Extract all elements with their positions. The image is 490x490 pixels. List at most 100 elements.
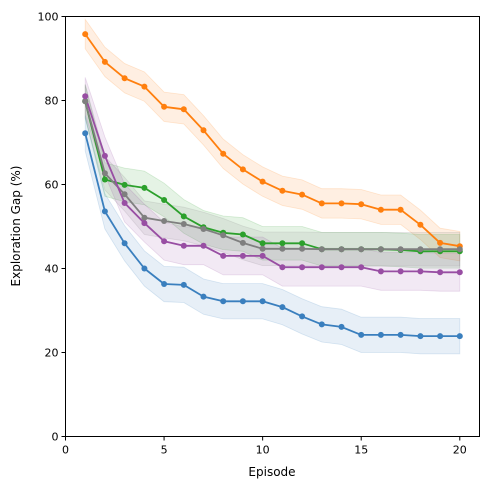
data-point [82, 98, 89, 105]
data-point [417, 246, 424, 253]
data-point [82, 93, 89, 100]
data-point [220, 298, 227, 305]
data-point [456, 269, 463, 276]
data-point [358, 246, 365, 253]
confidence-band-1 [84, 18, 461, 262]
series-lines [84, 33, 460, 338]
series-line-1 [84, 33, 460, 248]
data-point [377, 268, 384, 275]
data-point [161, 238, 168, 245]
data-point [161, 281, 168, 287]
data-point [259, 178, 266, 185]
data-point [299, 245, 306, 252]
data-point [200, 293, 207, 300]
confidence-band-5 [84, 115, 461, 355]
data-point [338, 246, 345, 253]
data-point [279, 240, 286, 247]
data-point [220, 232, 227, 239]
data-point [318, 264, 325, 271]
data-point [101, 58, 108, 65]
data-point [358, 264, 365, 271]
data-point [279, 245, 286, 252]
data-point [180, 242, 187, 249]
data-point [417, 333, 424, 340]
data-point [101, 152, 108, 159]
y-tick-label: 20 [45, 347, 59, 360]
y-tick-label: 40 [45, 263, 59, 276]
data-point [141, 184, 148, 191]
data-points [82, 31, 463, 340]
data-point [417, 221, 424, 228]
data-point [377, 206, 384, 213]
data-point [141, 265, 148, 272]
data-point [377, 331, 384, 338]
data-point [259, 245, 266, 252]
data-point [456, 246, 463, 253]
data-point [318, 200, 325, 207]
data-point [299, 264, 306, 271]
data-point [101, 176, 108, 183]
data-point [180, 281, 187, 288]
data-point [437, 246, 444, 253]
data-point [417, 268, 424, 275]
data-point [180, 106, 187, 113]
data-point [437, 269, 444, 276]
data-point [82, 130, 89, 137]
data-point [141, 83, 148, 90]
data-point [121, 240, 128, 247]
data-point [161, 197, 168, 203]
data-point [141, 214, 148, 221]
data-point [299, 313, 306, 320]
data-point [299, 240, 306, 247]
data-point [121, 200, 128, 206]
data-point [437, 239, 444, 246]
data-point [141, 220, 148, 227]
data-point [161, 218, 168, 224]
data-point [121, 75, 128, 82]
data-point [279, 264, 286, 271]
data-point [456, 333, 463, 340]
series-line-3 [84, 101, 460, 251]
x-tick-label: 0 [62, 444, 69, 457]
data-point [279, 187, 286, 194]
data-point [259, 298, 266, 305]
data-point [397, 331, 404, 338]
data-point [180, 213, 187, 220]
x-axis-title: Episode [248, 465, 295, 479]
plot-frame [65, 16, 480, 437]
data-point [318, 246, 325, 253]
axis-ticks: 0 5 10 15 20 0 20 40 60 80 100 [38, 11, 467, 457]
data-point [180, 221, 187, 227]
data-point [259, 252, 266, 259]
x-tick-label: 5 [161, 444, 168, 457]
y-axis-title: Exploration Gap (%) [9, 166, 23, 287]
series-line-5 [84, 133, 460, 338]
data-point [239, 252, 246, 259]
data-point [239, 239, 246, 246]
data-point [397, 246, 404, 253]
confidence-band-2 [84, 84, 461, 269]
x-tick-label: 20 [453, 444, 467, 457]
data-point [358, 331, 365, 338]
y-tick-label: 80 [45, 95, 59, 108]
data-point [200, 127, 207, 134]
data-point [259, 240, 266, 247]
y-tick-label: 100 [38, 11, 59, 24]
data-point [318, 321, 325, 328]
y-tick-label: 60 [45, 179, 59, 192]
data-point [220, 150, 227, 157]
data-point [200, 242, 207, 249]
data-point [338, 200, 345, 207]
data-point [358, 201, 365, 208]
confidence-band-3 [84, 84, 461, 267]
data-point [397, 268, 404, 275]
data-point [121, 191, 128, 198]
data-point [338, 264, 345, 271]
series-line-4 [84, 96, 460, 274]
data-point [101, 208, 108, 215]
data-point [220, 252, 227, 259]
data-point [437, 333, 444, 340]
x-tick-label: 15 [354, 444, 368, 457]
